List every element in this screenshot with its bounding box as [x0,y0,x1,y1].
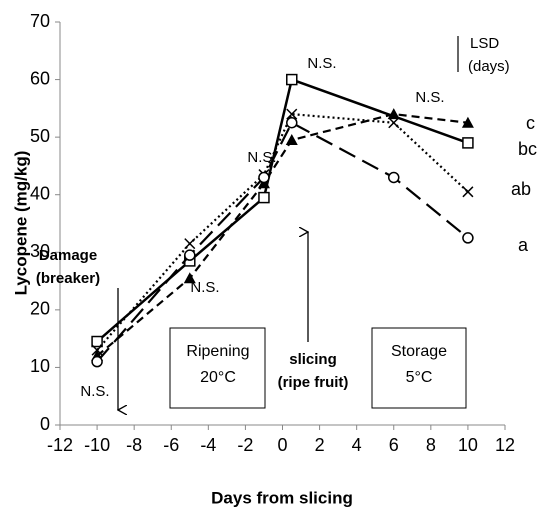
x-axis-title: Days from slicing [211,488,353,507]
annotation: N.S. [80,383,109,400]
marker [91,355,103,368]
marker [91,335,103,348]
annotation: 5°C [406,369,433,386]
x-tick-label: 12 [495,435,515,455]
storage-box [371,327,467,409]
annotation: N.S. [307,55,336,72]
annotation: (ripe fruit) [278,374,349,391]
annotation: N.S. [415,89,444,106]
x-tick-label: 6 [389,435,399,455]
y-tick-label: 0 [40,414,50,434]
y-tick-label: 30 [30,241,50,261]
x-tick-label: -6 [163,435,179,455]
marker [387,108,400,120]
y-tick-label: 40 [30,183,50,203]
marker [258,191,270,204]
marker [286,73,298,86]
y-axis-title: Lycopene (mg/kg) [11,151,30,296]
annotation: 20°C [200,369,236,386]
ripening-box [169,327,266,409]
x-tick-label: 10 [458,435,478,455]
marker [258,171,270,184]
y-tick-label: 10 [30,356,50,376]
marker [286,117,298,129]
x-tick-label: -10 [84,435,110,455]
annotation: Ripening [186,343,249,360]
marker [388,171,400,184]
annotation: N.S. [247,149,276,166]
x-tick-label: -8 [126,435,142,455]
marker [91,344,103,356]
series-line [96,112,469,357]
marker [184,249,196,261]
y-tick-label: 50 [30,126,50,146]
marker [286,108,298,120]
series-line [96,112,469,351]
series-label: ab [511,179,531,199]
annotation: (days) [468,58,510,75]
annotation: Damage [39,247,97,264]
y-tick-label: 20 [30,299,50,319]
y-tick-label: 60 [30,68,50,88]
marker [184,238,196,250]
marker [461,116,474,128]
x-tick-label: 0 [277,435,287,455]
series-line [96,77,469,343]
x-tick-label: 4 [352,435,362,455]
y-tick-label: 70 [30,11,50,31]
series-label: c [526,113,535,133]
annotation: slicing [289,351,337,368]
series-label: bc [518,139,537,159]
annotation: Storage [391,343,447,360]
marker [462,137,474,149]
marker [285,134,298,146]
annotation: LSD [470,35,499,52]
x-tick-label: -4 [200,435,216,455]
annotation: N.S. [190,279,219,296]
x-tick-label: 8 [426,435,436,455]
annotation: (breaker) [36,270,100,287]
series-line [96,121,469,363]
marker [183,272,196,284]
series-label: a [518,235,529,255]
x-tick-label: 2 [315,435,325,455]
x-tick-label: -2 [237,435,253,455]
marker [462,186,474,198]
marker [388,117,400,129]
marker [462,232,474,244]
x-tick-label: -12 [47,435,73,455]
